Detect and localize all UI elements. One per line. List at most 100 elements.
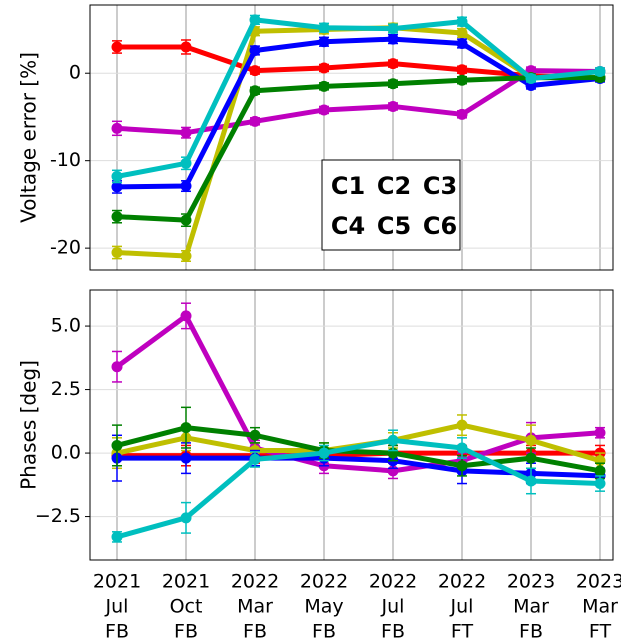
x-tick-label: FB bbox=[243, 621, 267, 643]
legend-box bbox=[321, 159, 461, 251]
x-tick-label: FB bbox=[174, 621, 198, 643]
series-line bbox=[117, 44, 601, 81]
y-tick-label: −2.5 bbox=[35, 505, 81, 527]
marker bbox=[387, 33, 399, 45]
legend-entry: C6 bbox=[423, 212, 457, 240]
marker bbox=[318, 104, 330, 116]
marker bbox=[387, 58, 399, 70]
marker bbox=[111, 531, 123, 543]
marker bbox=[249, 429, 261, 441]
x-tick-label: Mar bbox=[513, 596, 549, 618]
x-tick-label: May bbox=[304, 596, 343, 618]
marker bbox=[525, 475, 537, 487]
marker bbox=[456, 37, 468, 49]
marker bbox=[180, 214, 192, 226]
marker bbox=[525, 434, 537, 446]
x-tick-label: Mar bbox=[237, 596, 273, 618]
marker bbox=[180, 250, 192, 262]
marker bbox=[456, 64, 468, 76]
marker bbox=[318, 36, 330, 48]
plot-frame bbox=[89, 4, 614, 271]
marker bbox=[249, 14, 261, 26]
marker bbox=[456, 442, 468, 454]
marker bbox=[111, 41, 123, 53]
marker bbox=[594, 65, 606, 77]
series-line bbox=[117, 450, 600, 459]
marker bbox=[249, 65, 261, 77]
marker bbox=[525, 72, 537, 84]
marker bbox=[180, 180, 192, 192]
marker bbox=[456, 27, 468, 39]
legend-entry: C4 bbox=[331, 212, 365, 240]
x-tick-label: 2022 bbox=[231, 571, 279, 593]
marker bbox=[456, 16, 468, 28]
x-tick-label: 2022 bbox=[369, 571, 417, 593]
marker bbox=[387, 23, 399, 35]
marker bbox=[249, 453, 261, 465]
y-axis-label: Phases [deg] bbox=[17, 360, 41, 490]
marker bbox=[111, 170, 123, 182]
x-tick-label: Oct bbox=[170, 596, 203, 618]
y-tick-label: -10 bbox=[50, 149, 81, 171]
marker bbox=[594, 465, 606, 477]
marker bbox=[318, 62, 330, 74]
marker bbox=[180, 512, 192, 524]
x-tick-label: 2021 bbox=[162, 571, 210, 593]
marker bbox=[180, 41, 192, 53]
marker bbox=[111, 122, 123, 134]
marker bbox=[456, 108, 468, 120]
x-tick-label: 2022 bbox=[300, 571, 348, 593]
series-line bbox=[116, 425, 601, 474]
marker bbox=[387, 78, 399, 90]
marker bbox=[249, 44, 261, 56]
x-tick-label: 2021 bbox=[93, 571, 141, 593]
y-tick-label: -20 bbox=[50, 237, 81, 259]
marker bbox=[594, 478, 606, 490]
marker bbox=[525, 452, 537, 464]
x-tick-label: 2023 bbox=[576, 571, 621, 593]
x-tick-label: FT bbox=[589, 621, 612, 643]
series-line bbox=[115, 313, 601, 474]
marker bbox=[180, 127, 192, 139]
x-tick-label: FB bbox=[105, 621, 129, 643]
marker bbox=[456, 460, 468, 472]
marker bbox=[318, 22, 330, 34]
marker bbox=[180, 157, 192, 169]
marker bbox=[180, 452, 192, 464]
plot-frame bbox=[89, 289, 614, 561]
marker bbox=[387, 434, 399, 446]
x-tick-label: Mar bbox=[582, 596, 618, 618]
marker bbox=[249, 115, 261, 127]
x-tick-label: Jul bbox=[450, 596, 474, 618]
marker bbox=[180, 422, 192, 434]
marker bbox=[456, 419, 468, 431]
x-tick-label: FB bbox=[312, 621, 336, 643]
x-tick-label: 2022 bbox=[438, 571, 486, 593]
legend-entry: C1 bbox=[331, 172, 365, 200]
x-tick-label: FB bbox=[519, 621, 543, 643]
y-tick-label: 5.0 bbox=[51, 315, 81, 337]
x-tick-label: 2023 bbox=[507, 571, 555, 593]
x-tick-label: Jul bbox=[381, 596, 405, 618]
series-line bbox=[116, 75, 600, 223]
marker bbox=[111, 361, 123, 373]
marker bbox=[594, 427, 606, 439]
x-tick-label: FT bbox=[451, 621, 474, 643]
marker bbox=[180, 310, 192, 322]
y-tick-label: 0 bbox=[69, 62, 81, 84]
marker bbox=[111, 247, 123, 259]
y-axis-label: Voltage error [%] bbox=[17, 52, 41, 223]
marker bbox=[249, 85, 261, 97]
marker bbox=[111, 439, 123, 451]
marker bbox=[318, 80, 330, 92]
series-line bbox=[116, 437, 601, 540]
marker bbox=[456, 74, 468, 86]
series-line bbox=[116, 17, 601, 179]
legend-entry: C3 bbox=[423, 172, 457, 200]
marker bbox=[387, 100, 399, 112]
x-tick-label: Jul bbox=[105, 596, 129, 618]
y-tick-label: 2.5 bbox=[51, 378, 81, 400]
marker bbox=[318, 447, 330, 459]
marker bbox=[111, 181, 123, 193]
